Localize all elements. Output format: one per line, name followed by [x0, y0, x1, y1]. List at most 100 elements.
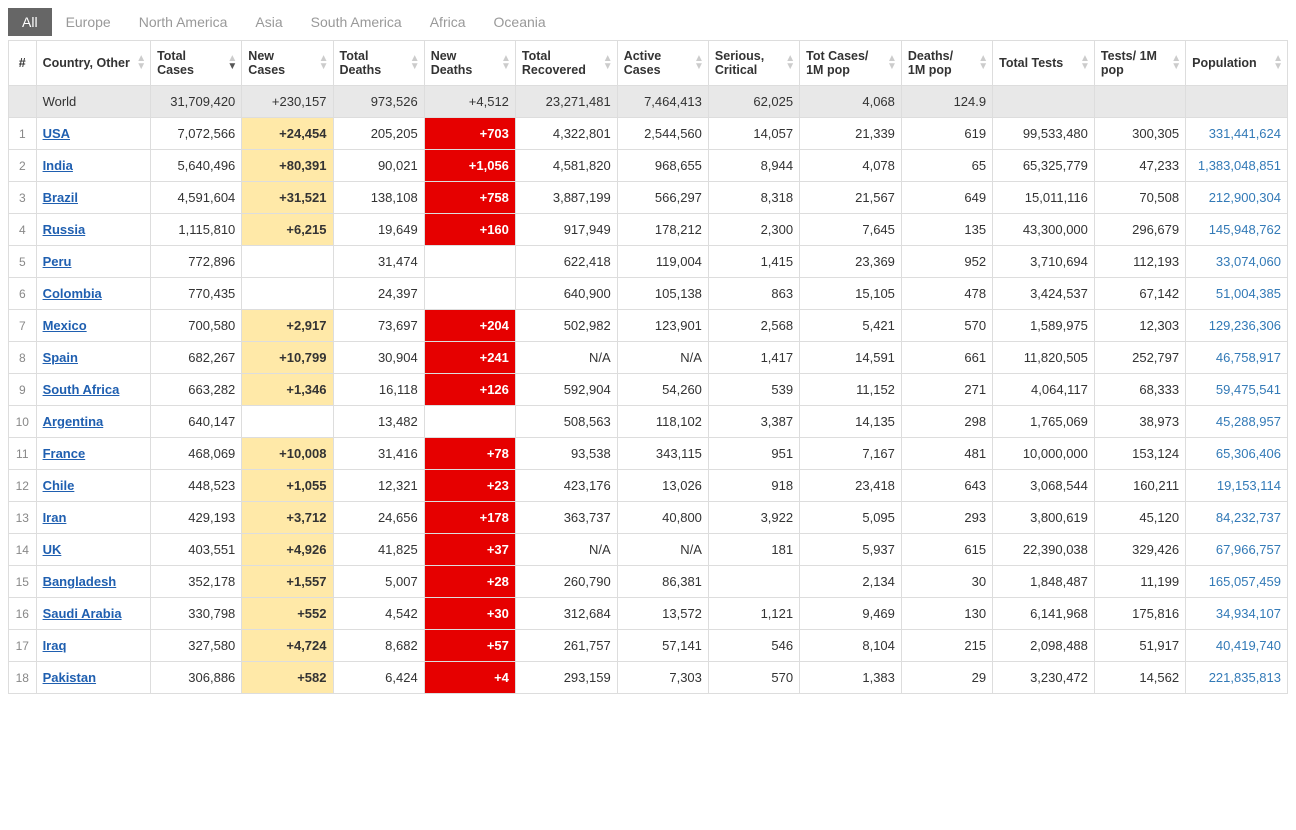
- country-link[interactable]: Argentina: [43, 414, 104, 429]
- cell-deaths_1m: 65: [901, 150, 992, 182]
- cell-total_deaths: 24,656: [333, 502, 424, 534]
- tab-africa[interactable]: Africa: [416, 8, 480, 36]
- table-row: 17Iraq327,580+4,7248,682+57261,75757,141…: [9, 630, 1288, 662]
- population-link[interactable]: 212,900,304: [1209, 190, 1281, 205]
- country-link[interactable]: Saudi Arabia: [43, 606, 122, 621]
- sort-icon: ▲▼: [1080, 55, 1090, 71]
- population-link[interactable]: 145,948,762: [1209, 222, 1281, 237]
- tab-all[interactable]: All: [8, 8, 52, 36]
- population-link[interactable]: 1,383,048,851: [1198, 158, 1281, 173]
- country-link[interactable]: Brazil: [43, 190, 78, 205]
- country-link[interactable]: India: [43, 158, 73, 173]
- col-header-total_tests[interactable]: Total Tests▲▼: [993, 41, 1095, 86]
- cell-serious: 570: [708, 662, 799, 694]
- region-tabs: AllEuropeNorth AmericaAsiaSouth AmericaA…: [8, 8, 1288, 36]
- table-row: 6Colombia770,43524,397640,900105,1388631…: [9, 278, 1288, 310]
- country-link[interactable]: USA: [43, 126, 70, 141]
- cell-cases_1m: 14,135: [800, 406, 902, 438]
- population-link[interactable]: 165,057,459: [1209, 574, 1281, 589]
- col-header-total_recovered[interactable]: Total Recovered▲▼: [515, 41, 617, 86]
- cell-total_deaths: 73,697: [333, 310, 424, 342]
- cell-cases_1m: 9,469: [800, 598, 902, 630]
- cell-new_deaths: [424, 246, 515, 278]
- population-link[interactable]: 65,306,406: [1216, 446, 1281, 461]
- country-link[interactable]: Spain: [43, 350, 78, 365]
- col-header-tests_1m[interactable]: Tests/ 1M pop▲▼: [1094, 41, 1185, 86]
- tab-asia[interactable]: Asia: [241, 8, 296, 36]
- population-link[interactable]: 129,236,306: [1209, 318, 1281, 333]
- col-header-new_deaths[interactable]: New Deaths▲▼: [424, 41, 515, 86]
- country-link[interactable]: South Africa: [43, 382, 120, 397]
- tab-oceania[interactable]: Oceania: [480, 8, 560, 36]
- population-link[interactable]: 331,441,624: [1209, 126, 1281, 141]
- tab-south-america[interactable]: South America: [297, 8, 416, 36]
- cell-serious: 181: [708, 534, 799, 566]
- cell-population: 212,900,304: [1186, 182, 1288, 214]
- cell-deaths_1m: 643: [901, 470, 992, 502]
- col-header-idx[interactable]: #: [9, 41, 37, 86]
- cell-new_deaths: +57: [424, 630, 515, 662]
- country-link[interactable]: Bangladesh: [43, 574, 117, 589]
- population-link[interactable]: 221,835,813: [1209, 670, 1281, 685]
- cell-population: 19,153,114: [1186, 470, 1288, 502]
- country-link[interactable]: Peru: [43, 254, 72, 269]
- cell-cases_1m: 4,078: [800, 150, 902, 182]
- table-row: 15Bangladesh352,178+1,5575,007+28260,790…: [9, 566, 1288, 598]
- tab-europe[interactable]: Europe: [52, 8, 125, 36]
- cell-new_cases: +230,157: [242, 86, 333, 118]
- population-link[interactable]: 51,004,385: [1216, 286, 1281, 301]
- col-header-country[interactable]: Country, Other▲▼: [36, 41, 151, 86]
- cell-tests_1m: 160,211: [1094, 470, 1185, 502]
- country-link[interactable]: Iran: [43, 510, 67, 525]
- table-row: 1USA7,072,566+24,454205,205+7034,322,801…: [9, 118, 1288, 150]
- tab-north-america[interactable]: North America: [125, 8, 242, 36]
- cell-idx: 6: [9, 278, 37, 310]
- col-header-cases_1m[interactable]: Tot Cases/ 1M pop▲▼: [800, 41, 902, 86]
- cell-deaths_1m: 298: [901, 406, 992, 438]
- cell-new_cases: +10,799: [242, 342, 333, 374]
- cell-new_cases: +2,917: [242, 310, 333, 342]
- country-link[interactable]: Chile: [43, 478, 75, 493]
- cell-serious: 2,300: [708, 214, 799, 246]
- cell-total_cases: 448,523: [151, 470, 242, 502]
- population-link[interactable]: 40,419,740: [1216, 638, 1281, 653]
- cell-total_cases: 640,147: [151, 406, 242, 438]
- population-link[interactable]: 59,475,541: [1216, 382, 1281, 397]
- table-row: 12Chile448,523+1,05512,321+23423,17613,0…: [9, 470, 1288, 502]
- col-header-new_cases[interactable]: New Cases▲▼: [242, 41, 333, 86]
- population-link[interactable]: 33,074,060: [1216, 254, 1281, 269]
- cell-new_cases: +552: [242, 598, 333, 630]
- col-header-total_cases[interactable]: Total Cases▲▼: [151, 41, 242, 86]
- cell-serious: 1,121: [708, 598, 799, 630]
- country-link[interactable]: France: [43, 446, 86, 461]
- country-link[interactable]: Pakistan: [43, 670, 96, 685]
- country-link[interactable]: UK: [43, 542, 62, 557]
- country-link[interactable]: Mexico: [43, 318, 87, 333]
- cell-population: 45,288,957: [1186, 406, 1288, 438]
- cell-total_tests: 43,300,000: [993, 214, 1095, 246]
- cell-total_recovered: 261,757: [515, 630, 617, 662]
- col-header-serious[interactable]: Serious, Critical▲▼: [708, 41, 799, 86]
- population-link[interactable]: 84,232,737: [1216, 510, 1281, 525]
- cell-new_cases: [242, 278, 333, 310]
- col-header-total_deaths[interactable]: Total Deaths▲▼: [333, 41, 424, 86]
- population-link[interactable]: 19,153,114: [1217, 478, 1281, 493]
- cell-total_tests: 22,390,038: [993, 534, 1095, 566]
- cell-total_recovered: 363,737: [515, 502, 617, 534]
- sort-icon: ▲▼: [1273, 55, 1283, 71]
- cell-total_cases: 5,640,496: [151, 150, 242, 182]
- cell-total_deaths: 30,904: [333, 342, 424, 374]
- country-link[interactable]: Russia: [43, 222, 86, 237]
- col-header-population[interactable]: Population▲▼: [1186, 41, 1288, 86]
- population-link[interactable]: 45,288,957: [1216, 414, 1281, 429]
- cell-new_deaths: [424, 406, 515, 438]
- col-header-active_cases[interactable]: Active Cases▲▼: [617, 41, 708, 86]
- country-link[interactable]: Colombia: [43, 286, 102, 301]
- cell-idx: 7: [9, 310, 37, 342]
- population-link[interactable]: 34,934,107: [1216, 606, 1281, 621]
- cell-new_deaths: +703: [424, 118, 515, 150]
- col-header-deaths_1m[interactable]: Deaths/ 1M pop▲▼: [901, 41, 992, 86]
- population-link[interactable]: 67,966,757: [1216, 542, 1281, 557]
- population-link[interactable]: 46,758,917: [1216, 350, 1281, 365]
- country-link[interactable]: Iraq: [43, 638, 67, 653]
